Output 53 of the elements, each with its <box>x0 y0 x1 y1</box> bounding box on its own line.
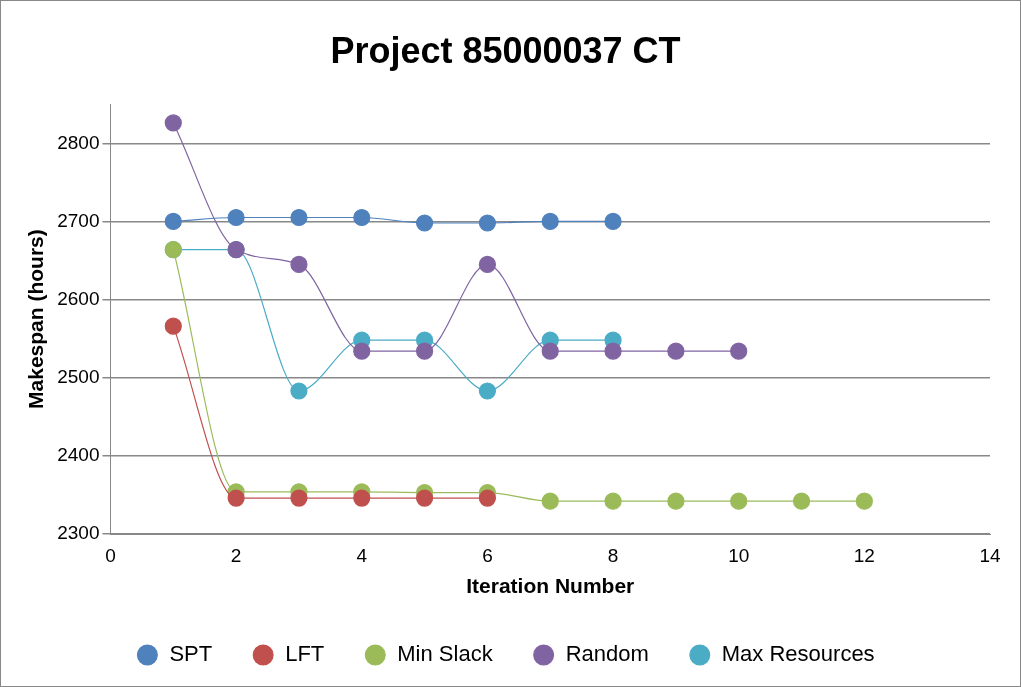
legend-label: Random <box>565 641 649 667</box>
point <box>667 492 685 510</box>
x-tick-label: 14 <box>979 544 1001 566</box>
x-axis-title: Iteration Number <box>466 574 635 598</box>
point <box>730 342 748 360</box>
point <box>353 208 371 227</box>
x-tick-label: 12 <box>853 544 875 566</box>
point <box>415 214 434 232</box>
y-tick-label: 2600 <box>57 287 100 309</box>
point <box>164 317 182 335</box>
legend-label: SPT <box>169 641 213 667</box>
point <box>478 489 497 507</box>
chart-title: Project 85000037 CT <box>330 29 681 71</box>
point <box>290 382 308 400</box>
y-tick-label: 2300 <box>57 522 100 544</box>
y-tick-label: 2700 <box>57 209 100 231</box>
legend-label: Min Slack <box>397 641 494 667</box>
point <box>478 255 497 273</box>
point <box>604 212 622 231</box>
point <box>353 342 371 360</box>
point <box>667 342 685 360</box>
point <box>415 489 434 507</box>
x-tick-label: 10 <box>728 544 750 566</box>
point <box>541 342 559 360</box>
point <box>290 489 308 507</box>
point <box>478 382 497 400</box>
point <box>353 489 371 507</box>
y-axis-title: Makespan (hours) <box>24 229 48 409</box>
x-tick-label: 8 <box>607 544 619 566</box>
point <box>792 492 811 510</box>
y-tick-label: 2800 <box>57 131 100 153</box>
legend-label: Max Resources <box>721 641 875 667</box>
y-tick-label: 2500 <box>57 365 100 387</box>
x-tick-label: 2 <box>230 544 242 566</box>
x-tick-label: 0 <box>105 544 116 566</box>
point <box>290 255 308 273</box>
point <box>604 492 622 510</box>
legend-label: LFT <box>285 641 325 667</box>
y-tick-label: 2400 <box>57 444 100 466</box>
point <box>227 489 245 507</box>
point <box>227 208 245 227</box>
point <box>604 342 622 360</box>
point <box>478 214 497 232</box>
point <box>290 208 308 227</box>
point <box>164 212 182 231</box>
point <box>415 342 434 360</box>
point <box>855 492 873 510</box>
point <box>541 492 559 510</box>
x-tick-label: 4 <box>356 544 368 566</box>
x-tick-label: 6 <box>482 544 493 566</box>
point <box>541 212 559 231</box>
point <box>730 492 748 510</box>
point <box>164 114 182 132</box>
